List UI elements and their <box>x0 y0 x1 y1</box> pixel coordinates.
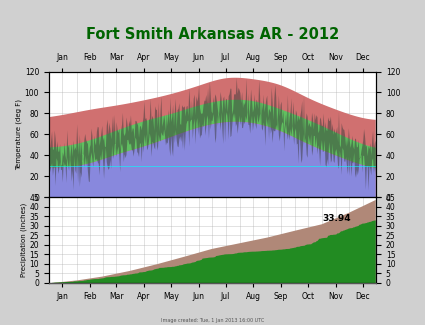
Y-axis label: Temperature (deg F): Temperature (deg F) <box>15 99 22 170</box>
Text: Image created: Tue, 1 Jan 2013 16:00 UTC: Image created: Tue, 1 Jan 2013 16:00 UTC <box>161 318 264 323</box>
Text: 33.94: 33.94 <box>322 214 351 223</box>
Y-axis label: Precipitation (inches): Precipitation (inches) <box>20 203 27 277</box>
Text: Fort Smith Arkansas AR - 2012: Fort Smith Arkansas AR - 2012 <box>86 27 339 42</box>
